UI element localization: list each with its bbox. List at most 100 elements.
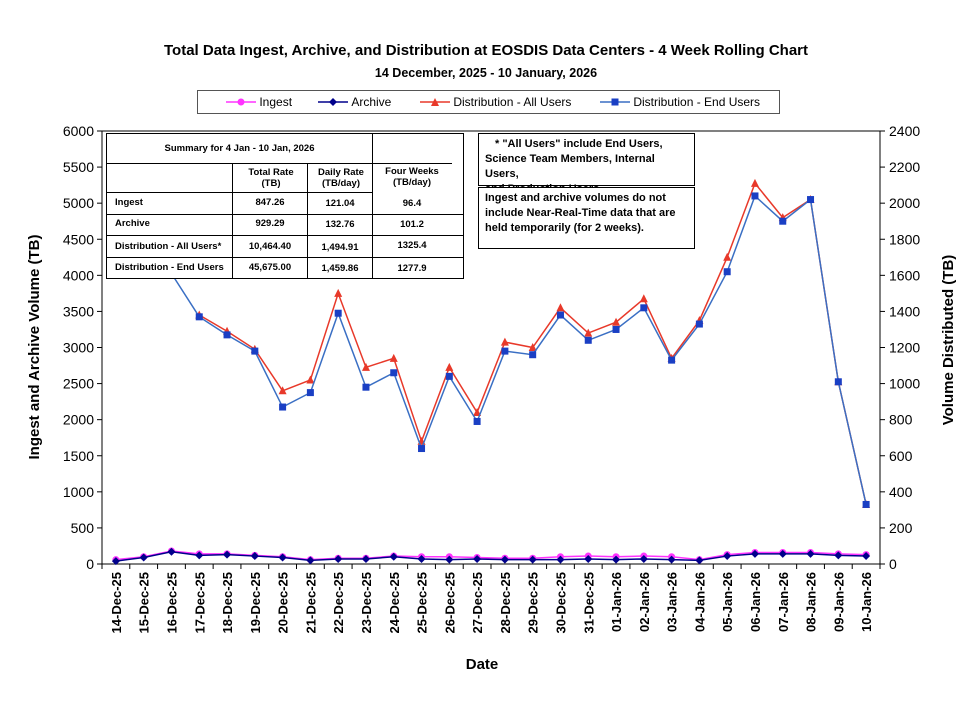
distribution-end-users-point [612,325,620,333]
summary-row-four: 96.4 [402,198,422,209]
y2-tick-label: 1800 [889,231,920,247]
summary-row-total: 847.26 [255,197,285,208]
summary-divider [372,163,452,164]
archive-point [389,552,398,561]
legend-item-archive: Archive [318,94,391,109]
archive-point [723,552,732,561]
x-tick-label: 07-Jan-26 [776,572,791,632]
x-tick-label: 01-Jan-26 [609,572,624,632]
summary-col-total: Total Rate (TB) [248,167,294,189]
summary-row-label: Distribution - End Users [115,262,224,273]
x-tick-label: 30-Dec-25 [553,572,568,633]
note-line: held temporarily (for 2 weeks). [485,222,644,234]
distribution-all-users-point [556,303,565,312]
note-line: * "All Users" include End Users, [495,138,663,150]
archive-line [115,550,867,562]
archive-point [445,555,454,564]
archive-point [528,555,537,564]
summary-row-label: Distribution - All Users* [115,241,222,252]
distribution-end-users-point [807,196,815,204]
distribution-all-users-point [584,328,593,337]
archive-point [500,555,509,564]
y2-tick-label: 1000 [889,376,920,392]
summary-divider [372,134,373,278]
x-tick-label: 20-Dec-25 [276,572,291,633]
distribution-end-users-point [279,403,287,411]
chart-title: Total Data Ingest, Archive, and Distribu… [163,42,808,59]
archive-legend-icon [318,97,348,106]
distribution-end-users-point [529,351,537,359]
summary-divider [107,192,372,193]
distribution-end-users-point [251,347,259,355]
y-tick-label: 1000 [63,484,94,500]
distribution-end-users-point [445,372,453,380]
x-tick-label: 29-Dec-25 [526,572,541,633]
distribution-all-users-point [445,362,454,371]
note-line: include Near-Real-Time data that are [485,207,676,219]
y2-tick-label: 800 [889,412,913,428]
x-tick-label: 27-Dec-25 [470,572,485,633]
distribution-end-users-point [390,369,398,377]
distribution-end-users-point [834,378,842,386]
y-tick-label: 1500 [63,448,94,464]
legend-label-ingest: Ingest [259,94,293,109]
y-tick-label: 3500 [63,303,94,319]
archive-point [167,547,176,556]
x-tick-label: 26-Dec-25 [442,572,457,633]
dist-all-legend-icon [420,97,450,106]
y-tick-label: 6000 [63,123,94,139]
x-tick-label: 15-Dec-25 [137,572,152,633]
distribution-end-users-line [170,194,867,505]
y2-tick-label: 1400 [889,303,920,319]
y-tick-label: 5000 [63,195,94,211]
summary-row-total: 45,675.00 [248,262,292,273]
distribution-all-users-point [334,288,343,297]
archive-point [250,552,259,561]
archive-point [639,554,648,563]
x-tick-label: 23-Dec-25 [359,572,374,633]
y-tick-label: 0 [86,556,94,572]
note-line: Science Team Members, Internal Users, [485,153,655,180]
y2-tick-label: 2400 [889,123,920,139]
distribution-end-users-point [418,445,426,453]
summary-row-total: 929.29 [255,218,285,229]
summary-divider [307,163,308,278]
distribution-end-users-point [723,268,731,276]
distribution-all-users-point [528,343,537,351]
summary-row-daily: 132.76 [325,219,355,230]
archive-point [806,549,815,558]
distribution-end-users-point [473,417,481,425]
summary-table: Summary for 4 Jan - 10 Jan, 2026 Total R… [106,133,464,279]
archive-point [417,554,426,563]
archive-point [139,553,148,562]
distribution-end-users-point [779,217,787,225]
x-tick-label: 31-Dec-25 [581,572,596,633]
distribution-end-users-point [695,320,703,328]
distribution-end-users-point [668,356,676,364]
distribution-end-users-point [306,389,314,397]
nrt-note: Ingest and archive volumes do not includ… [478,187,695,249]
summary-title: Summary for 4 Jan - 10 Jan, 2026 [164,143,315,154]
legend-label-dist-all: Distribution - All Users [453,94,572,109]
distribution-all-users-point [389,353,398,362]
y2-tick-label: 600 [889,448,913,464]
archive-point [778,549,787,558]
y2-tick-label: 0 [889,556,897,572]
x-tick-label: 04-Jan-26 [692,572,707,632]
x-tick-label: 17-Dec-25 [192,572,207,633]
archive-point [862,552,871,561]
legend-label-dist-end: Distribution - End Users [633,94,761,109]
x-tick-label: 09-Jan-26 [831,572,846,632]
summary-divider [107,214,463,215]
x-tick-label: 16-Dec-25 [164,572,179,633]
x-tick-label: 06-Jan-26 [748,572,763,632]
y-tick-label: 4000 [63,267,94,283]
distribution-all-users-point [278,386,287,395]
distribution-end-users-point [584,336,592,344]
legend-label-archive: Archive [351,94,392,109]
summary-divider [232,163,233,278]
distribution-end-users-point [751,192,759,200]
y-tick-label: 2000 [63,412,94,428]
distribution-end-users-point [556,311,564,319]
